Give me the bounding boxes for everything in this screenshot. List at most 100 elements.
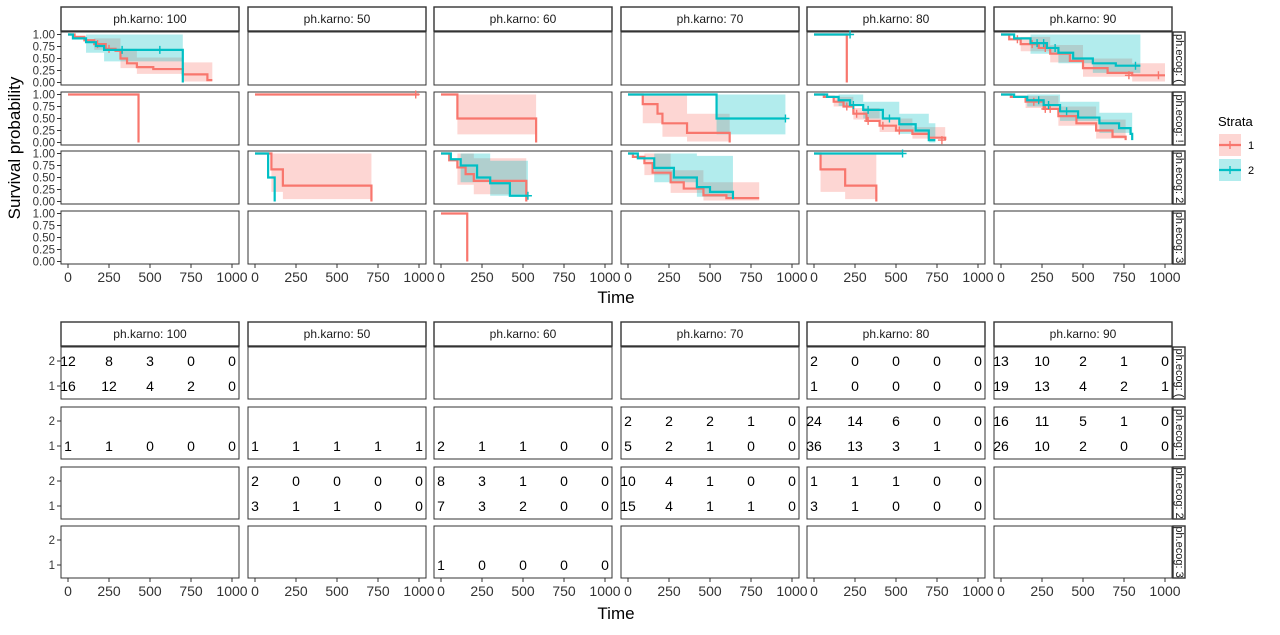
risk-count: 0 xyxy=(933,473,941,489)
x-tick-label: 500 xyxy=(511,583,535,599)
risk-panel-r3-c5 xyxy=(993,525,1173,579)
risk-x-axis-title: Time xyxy=(597,604,634,623)
risk-count: 1 xyxy=(933,438,941,454)
censor-mark xyxy=(937,136,946,145)
km-panel-r1-c0 xyxy=(60,91,240,146)
risk-count: 0 xyxy=(146,438,154,454)
risk-count: 26 xyxy=(993,438,1009,454)
y-tick-label: 0.50 xyxy=(33,173,55,185)
risk-count: 0 xyxy=(601,498,609,514)
x-tick-label: 750 xyxy=(739,269,763,285)
x-tick-label: 250 xyxy=(1030,583,1054,599)
censor-mark xyxy=(895,126,904,135)
risk-count: 1 xyxy=(251,438,259,454)
censor-mark xyxy=(411,90,420,99)
censor-mark xyxy=(1124,71,1133,80)
risk-strip-3 xyxy=(620,321,800,347)
km-panel-r2-c5 xyxy=(993,150,1173,205)
risk-count: 1 xyxy=(292,498,300,514)
row-strip-label: ph.ecog: ( xyxy=(1173,349,1185,398)
risk-count: 2 xyxy=(251,473,259,489)
risk-count: 0 xyxy=(292,473,300,489)
km-panel-r3-c3 xyxy=(620,210,800,265)
risk-count: 0 xyxy=(519,557,527,573)
risk-count: 13 xyxy=(993,353,1009,369)
x-tick-label: 750 xyxy=(179,583,203,599)
x-tick-label: 500 xyxy=(884,269,908,285)
risk-count: 0 xyxy=(788,473,796,489)
risk-panel-r2-c0 xyxy=(60,466,240,520)
risk-row-strip-2 xyxy=(1172,466,1186,520)
facet-strip-top-1 xyxy=(247,6,427,32)
x-tick-label: 1000 xyxy=(589,269,620,285)
risk-count: 10 xyxy=(1034,353,1050,369)
risk-count: 1 xyxy=(64,438,72,454)
legend-label-2: 2 xyxy=(1248,165,1254,177)
risk-count: 6 xyxy=(892,413,900,429)
risk-count: 8 xyxy=(105,353,113,369)
risk-count: 15 xyxy=(620,498,636,514)
x-tick-label: 0 xyxy=(997,269,1005,285)
ci-band-stratum-1 xyxy=(628,94,730,142)
x-tick-label: 250 xyxy=(1030,269,1054,285)
censor-mark xyxy=(1051,43,1060,52)
risk-panel-r0-c4 xyxy=(806,346,986,400)
risk-count: 0 xyxy=(851,353,859,369)
risk-count: 0 xyxy=(747,438,755,454)
survival-curve-stratum-2 xyxy=(441,152,528,197)
risk-panel-r0-c0 xyxy=(60,346,240,400)
y-tick-label: 0.50 xyxy=(33,233,55,245)
row-strip-label: ph.ecog: 2 xyxy=(1173,152,1185,203)
risk-y-tick-label: 1 xyxy=(49,501,55,513)
risk-count: 0 xyxy=(601,557,609,573)
risk-count: 0 xyxy=(974,438,982,454)
x-tick-label: 250 xyxy=(657,269,681,285)
legend-label-1: 1 xyxy=(1248,140,1254,152)
risk-count: 1 xyxy=(706,473,714,489)
survival-curve-stratum-2 xyxy=(814,93,936,142)
risk-count: 0 xyxy=(601,473,609,489)
facet-strip-label: ph.karno: 70 xyxy=(677,12,744,26)
risk-count: 0 xyxy=(415,473,423,489)
risk-count: 1 xyxy=(706,438,714,454)
censor-mark xyxy=(1046,104,1055,113)
x-tick-label: 1000 xyxy=(776,269,807,285)
ci-band-stratum-1 xyxy=(441,94,537,135)
facet-strip-top-5 xyxy=(993,6,1173,32)
km-panel-r3-c4 xyxy=(806,210,986,265)
risk-count: 0 xyxy=(933,498,941,514)
risk-count: 0 xyxy=(1120,438,1128,454)
x-tick-label: 1000 xyxy=(1149,583,1180,599)
x-tick-label: 750 xyxy=(739,583,763,599)
risk-count: 0 xyxy=(933,378,941,394)
risk-count: 2 xyxy=(1120,378,1128,394)
risk-panel-r1-c4 xyxy=(806,406,986,460)
y-tick-label: 0.00 xyxy=(33,257,55,269)
risk-count: 0 xyxy=(187,438,195,454)
risk-panel-r0-c5 xyxy=(993,346,1173,400)
risk-panel-r1-c5 xyxy=(993,406,1173,460)
censor-mark xyxy=(1039,39,1048,48)
risk-count: 0 xyxy=(601,438,609,454)
risk-count: 12 xyxy=(101,378,117,394)
x-tick-label: 0 xyxy=(997,583,1005,599)
row-strip-label: ph.ecog: ( xyxy=(1173,34,1185,83)
risk-count: 3 xyxy=(251,498,259,514)
facet-strip-label: ph.karno: 70 xyxy=(677,327,744,341)
risk-panel-r2-c4 xyxy=(806,466,986,520)
x-tick-label: 500 xyxy=(698,269,722,285)
y-tick-label: 0.25 xyxy=(33,126,55,138)
row-strip-label: ph.ecog: 2 xyxy=(1173,467,1185,518)
risk-count: 2 xyxy=(665,438,673,454)
risk-panel-r3-c1 xyxy=(247,525,427,579)
risk-count: 0 xyxy=(974,473,982,489)
risk-count: 0 xyxy=(933,353,941,369)
risk-count: 8 xyxy=(437,473,445,489)
risk-panel-r1-c3 xyxy=(620,406,800,460)
risk-count: 1 xyxy=(892,473,900,489)
x-tick-label: 250 xyxy=(97,269,121,285)
risk-panel-r2-c2 xyxy=(433,466,613,520)
risk-row-strip-0 xyxy=(1172,346,1186,400)
risk-count: 4 xyxy=(665,498,673,514)
x-tick-label: 750 xyxy=(179,269,203,285)
